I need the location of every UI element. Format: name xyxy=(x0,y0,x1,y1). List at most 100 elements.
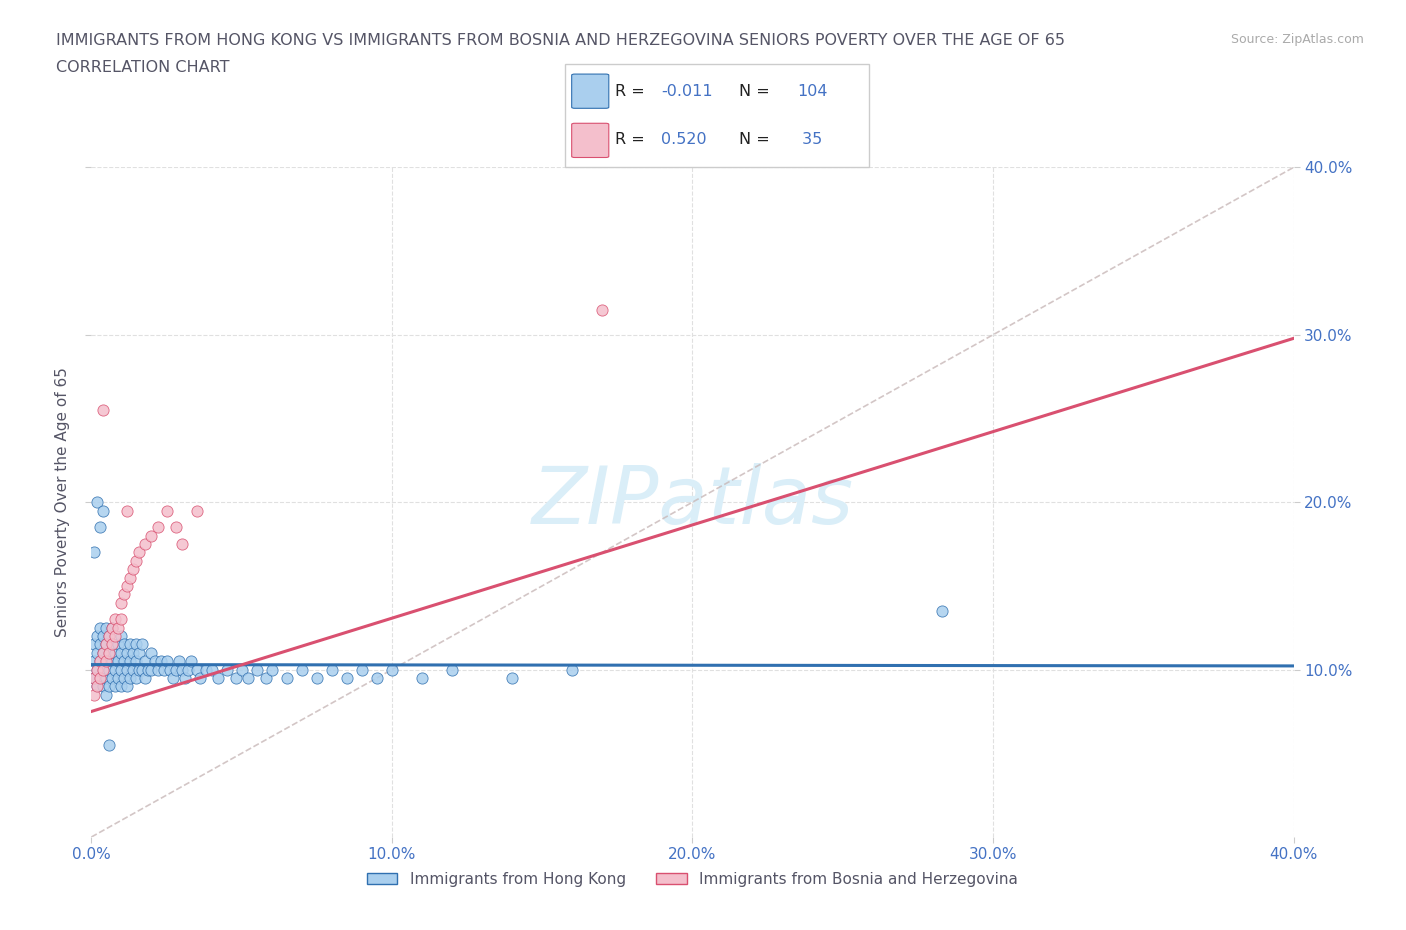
Point xyxy=(125,553,148,568)
Point xyxy=(188,671,211,685)
Text: CORRELATION CHART: CORRELATION CHART xyxy=(56,60,229,75)
Point xyxy=(159,662,181,677)
Point xyxy=(321,662,343,677)
Point xyxy=(120,570,142,585)
Point xyxy=(83,637,105,652)
Point xyxy=(141,528,163,543)
Point xyxy=(101,654,124,669)
Point xyxy=(107,637,129,652)
Point xyxy=(96,637,118,652)
Point xyxy=(231,662,253,677)
Text: R =: R = xyxy=(614,85,645,100)
Point xyxy=(501,671,523,685)
Point xyxy=(98,645,121,660)
Point xyxy=(86,629,108,644)
Point xyxy=(165,520,187,535)
Y-axis label: Seniors Poverty Over the Age of 65: Seniors Poverty Over the Age of 65 xyxy=(55,367,70,637)
Point xyxy=(117,578,139,593)
Point xyxy=(207,671,229,685)
Point xyxy=(114,587,136,602)
Point xyxy=(186,503,208,518)
Point xyxy=(98,645,121,660)
Point xyxy=(104,645,127,660)
Point xyxy=(86,679,108,694)
Point xyxy=(366,671,388,685)
Point xyxy=(350,662,373,677)
Point xyxy=(128,645,150,660)
Point xyxy=(114,654,136,669)
Point xyxy=(215,662,238,677)
Text: 104: 104 xyxy=(797,85,828,100)
Point xyxy=(134,654,156,669)
Point xyxy=(134,671,156,685)
Point xyxy=(93,403,115,418)
Point xyxy=(98,629,121,644)
Point xyxy=(117,645,139,660)
Text: IMMIGRANTS FROM HONG KONG VS IMMIGRANTS FROM BOSNIA AND HERZEGOVINA SENIORS POVE: IMMIGRANTS FROM HONG KONG VS IMMIGRANTS … xyxy=(56,33,1066,47)
Point xyxy=(93,679,115,694)
Point xyxy=(96,654,118,669)
Point xyxy=(86,662,108,677)
Point xyxy=(236,671,259,685)
Point xyxy=(110,595,132,610)
Text: ZIPatlas: ZIPatlas xyxy=(531,463,853,541)
Point xyxy=(104,629,127,644)
Text: N =: N = xyxy=(738,85,769,100)
Point xyxy=(117,662,139,677)
Text: 0.520: 0.520 xyxy=(661,132,707,147)
Point xyxy=(122,645,145,660)
Point xyxy=(117,679,139,694)
Text: N =: N = xyxy=(738,132,769,147)
Point xyxy=(336,671,359,685)
Point xyxy=(591,302,613,317)
Point xyxy=(104,612,127,627)
Point xyxy=(98,737,121,752)
Point xyxy=(162,671,184,685)
Point xyxy=(89,671,111,685)
Point xyxy=(170,537,193,551)
Point xyxy=(107,654,129,669)
Point xyxy=(89,637,111,652)
Point xyxy=(143,654,166,669)
Point xyxy=(89,654,111,669)
Point xyxy=(165,662,187,677)
Point xyxy=(86,662,108,677)
Point xyxy=(176,662,198,677)
Point xyxy=(260,662,283,677)
Point xyxy=(155,654,177,669)
Point xyxy=(149,654,172,669)
Point xyxy=(110,629,132,644)
Point xyxy=(128,545,150,560)
Text: -0.011: -0.011 xyxy=(661,85,713,100)
Point xyxy=(141,645,163,660)
Point xyxy=(291,662,314,677)
Point xyxy=(101,637,124,652)
Point xyxy=(201,662,224,677)
Point xyxy=(101,671,124,685)
Point xyxy=(110,645,132,660)
Point xyxy=(93,662,115,677)
Point xyxy=(98,679,121,694)
Point xyxy=(381,662,404,677)
Point xyxy=(107,620,129,635)
Point xyxy=(146,520,169,535)
Text: Source: ZipAtlas.com: Source: ZipAtlas.com xyxy=(1230,33,1364,46)
Point xyxy=(225,671,247,685)
Point xyxy=(101,637,124,652)
Point xyxy=(155,503,177,518)
Point xyxy=(246,662,269,677)
Point xyxy=(96,671,118,685)
Legend: Immigrants from Hong Kong, Immigrants from Bosnia and Herzegovina: Immigrants from Hong Kong, Immigrants fr… xyxy=(361,866,1024,893)
Point xyxy=(96,654,118,669)
Point xyxy=(110,612,132,627)
Point xyxy=(89,671,111,685)
Point xyxy=(173,671,195,685)
Point xyxy=(114,637,136,652)
Point xyxy=(83,671,105,685)
Point xyxy=(125,671,148,685)
Point xyxy=(122,562,145,577)
Point xyxy=(96,637,118,652)
Point xyxy=(83,687,105,702)
Point xyxy=(440,662,463,677)
Point xyxy=(98,662,121,677)
